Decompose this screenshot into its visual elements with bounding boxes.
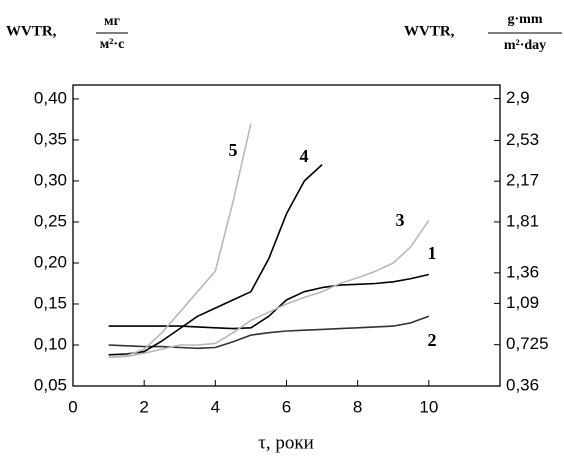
y-tick-label: 0,35	[34, 129, 67, 148]
data-line	[108, 164, 323, 356]
y-tick-label: 0,10	[34, 334, 67, 353]
y2-tick-label: 1,81	[506, 211, 539, 230]
series-label: 2	[428, 330, 437, 350]
y-tick-label: 0,30	[34, 170, 67, 189]
x-label: τ, роки	[258, 432, 314, 453]
y2-tick-label: 2,53	[506, 130, 539, 149]
y-tick-label: 0,25	[34, 211, 67, 230]
data-line	[108, 219, 430, 359]
series-label: 3	[396, 210, 405, 230]
series-label: 4	[300, 146, 309, 166]
x-tick-label: 0	[68, 397, 77, 416]
y-label: WVTR,	[6, 23, 57, 39]
x-tick-label: 10	[419, 397, 438, 416]
y-tick-label: 0,20	[34, 252, 67, 271]
y2-label: WVTR,	[404, 23, 455, 39]
y2-tick-label: 2,17	[506, 171, 539, 190]
data-line	[108, 273, 429, 330]
series-label: 5	[229, 140, 238, 160]
y-tick-label: 0,15	[34, 293, 67, 312]
data-line	[108, 315, 430, 350]
y-tick-label: 0,05	[34, 375, 67, 394]
y2-tick-label: 1,36	[506, 262, 539, 281]
x-tick-label: 6	[282, 397, 291, 416]
data-line	[108, 123, 252, 359]
y2-tick-label: 0,36	[506, 375, 539, 394]
y2-tick-label: 1,09	[506, 293, 539, 312]
y-unit-num: мг	[104, 14, 120, 29]
y2-unit-num: g·mm	[508, 12, 543, 27]
x-tick-label: 8	[353, 397, 362, 416]
x-tick-label: 4	[211, 397, 220, 416]
y-unit-den: м²·с	[100, 37, 125, 52]
y2-unit-den: m²·day	[504, 38, 546, 53]
series-label: 1	[428, 243, 437, 263]
y2-tick-label: 0,725	[506, 334, 549, 353]
x-tick-label: 2	[139, 397, 148, 416]
y2-tick-label: 2,9	[506, 88, 530, 107]
y-tick-label: 0,40	[34, 88, 67, 107]
